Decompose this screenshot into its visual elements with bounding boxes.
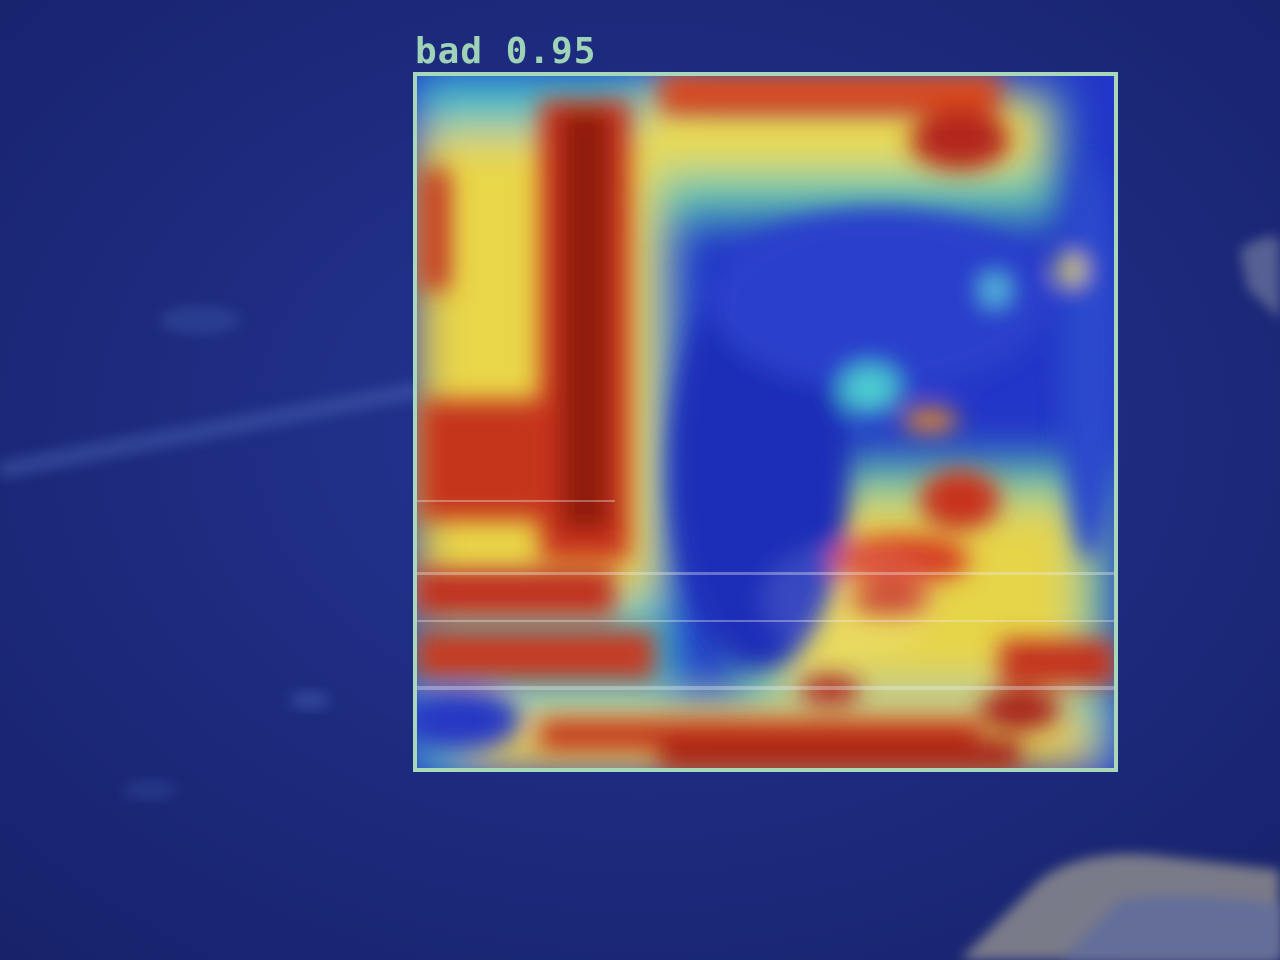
detection-box <box>413 72 1118 772</box>
detection-label: bad 0.95 <box>415 31 597 72</box>
scanline-artifacts <box>415 500 1116 690</box>
heatmap-overlay <box>415 74 1116 770</box>
